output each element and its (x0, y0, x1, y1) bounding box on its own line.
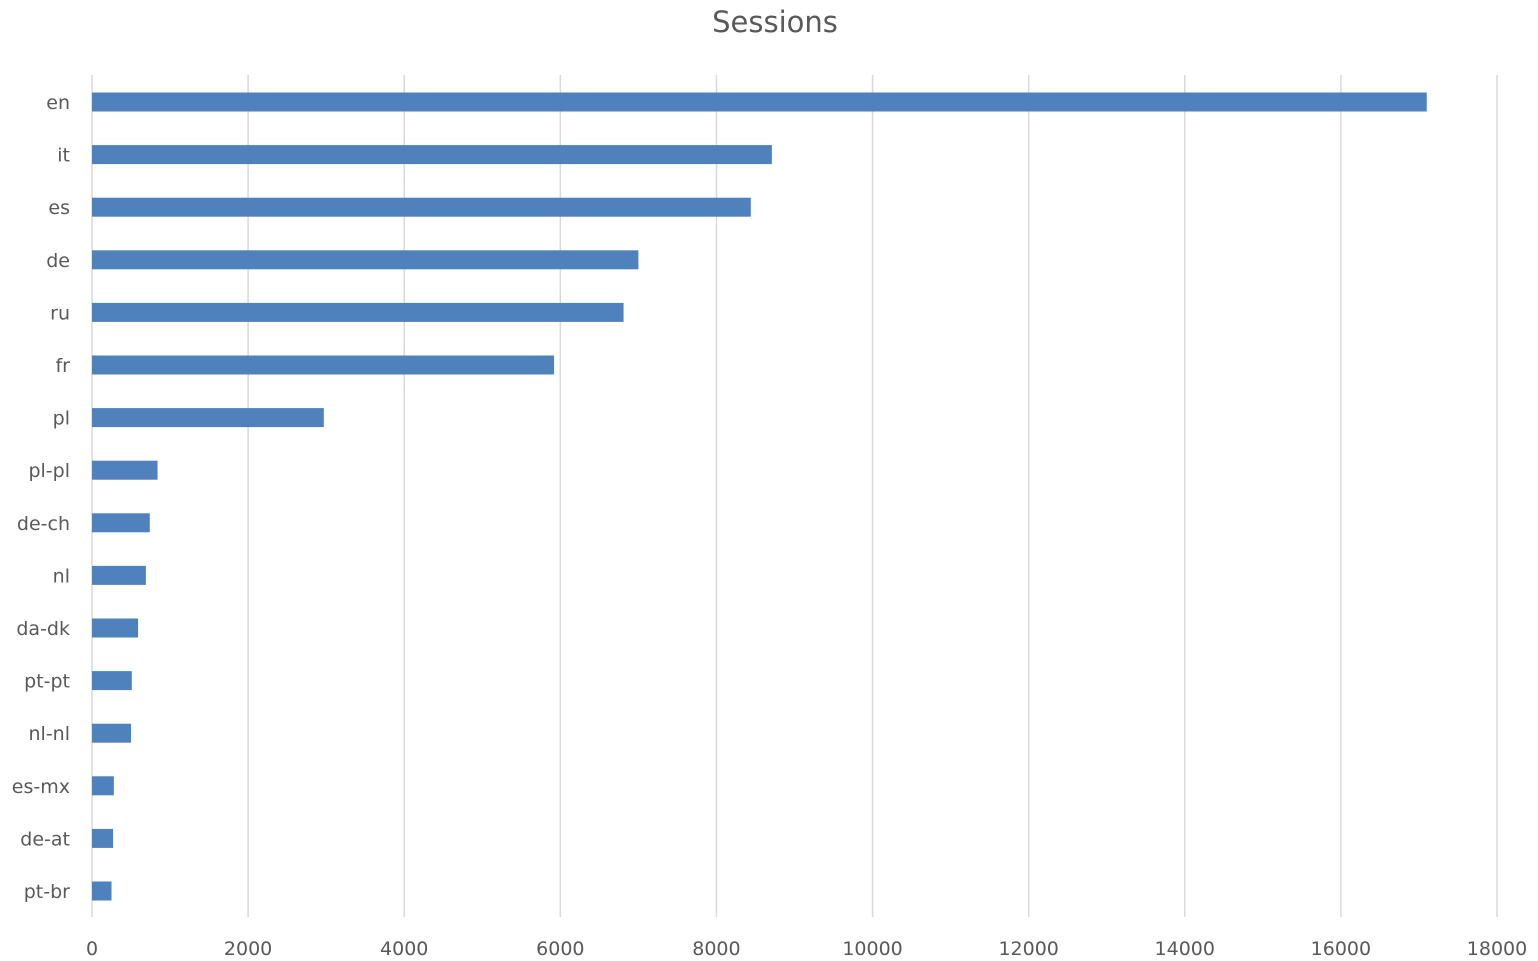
bar-nl-nl (92, 723, 132, 743)
x-tick-label: 4000 (380, 938, 428, 960)
bar-fr (92, 355, 555, 375)
y-tick-label: pl-pl (28, 460, 70, 482)
bar-es (92, 197, 751, 217)
bars (92, 92, 1427, 901)
x-tick-label: 0 (86, 938, 98, 960)
bar-pl-pl (92, 460, 158, 480)
chart-title: Sessions (712, 5, 838, 39)
bar-es-mx (92, 776, 114, 796)
x-tick-label: 12000 (998, 938, 1058, 960)
y-axis-labels: en it es de ru fr pl pl-pl de-ch nl da-dk pt-pt nl-n… (12, 92, 70, 903)
x-tick-label: 10000 (842, 938, 902, 960)
y-tick-label: nl-nl (29, 723, 71, 745)
bar-pt-pt (92, 671, 132, 691)
bar-de-at (92, 828, 114, 848)
bar-da-dk (92, 618, 139, 638)
y-tick-label: de-at (20, 828, 70, 850)
y-tick-label: de-ch (17, 513, 70, 535)
y-tick-label: de (46, 250, 70, 272)
y-tick-label: es-mx (12, 776, 70, 798)
bar-de-ch (92, 513, 150, 533)
y-tick-label: fr (55, 355, 70, 377)
bar-nl (92, 565, 146, 585)
x-tick-label: 16000 (1311, 938, 1371, 960)
bar-en (92, 92, 1427, 112)
x-axis-labels: 0 2000 4000 6000 8000 10000 12000 14000 16000 180… (86, 938, 1527, 960)
y-tick-label: ru (50, 302, 70, 324)
x-tick-label: 2000 (224, 938, 272, 960)
x-tick-label: 6000 (536, 938, 584, 960)
bar-pl (92, 408, 324, 428)
y-tick-label: es (48, 197, 70, 219)
x-tick-label: 14000 (1155, 938, 1215, 960)
y-tick-label: pl (53, 408, 70, 430)
x-tick-label: 8000 (692, 938, 740, 960)
y-tick-label: da-dk (16, 618, 70, 640)
y-tick-label: pt-br (24, 881, 70, 903)
y-tick-label: pt-pt (24, 671, 70, 693)
bar-it (92, 145, 772, 165)
y-tick-label: nl (53, 565, 70, 587)
y-tick-label: it (57, 145, 70, 167)
x-tick-label: 18000 (1467, 938, 1527, 960)
bar-pt-br (92, 881, 112, 901)
bar-de (92, 250, 639, 270)
bar-ru (92, 302, 624, 322)
y-tick-label: en (46, 92, 70, 114)
